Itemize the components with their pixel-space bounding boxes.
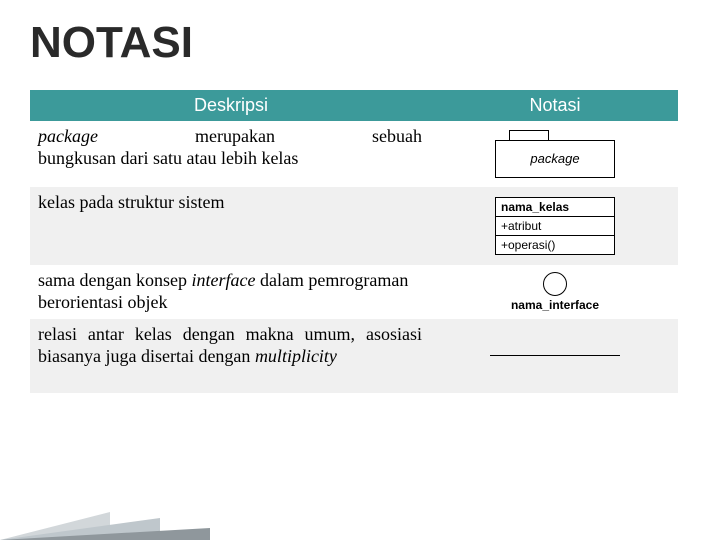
- class-attribute: +atribut: [496, 217, 614, 236]
- package-tab-icon: [509, 130, 549, 140]
- interface-diagram: nama_interface: [511, 272, 599, 312]
- word-package: package: [38, 125, 98, 148]
- page-title: NOTASI: [0, 0, 720, 68]
- desc-package: package merupakan sebuah bungkusan dari …: [30, 121, 432, 187]
- table-header-row: Deskripsi Notasi: [30, 90, 678, 121]
- table-row: relasi antar kelas dengan makna umum, as…: [30, 319, 678, 393]
- table-row: kelas pada struktur sistem nama_kelas +a…: [30, 187, 678, 265]
- interface-label: nama_interface: [511, 298, 599, 312]
- notation-class: nama_kelas +atribut +operasi(): [432, 187, 678, 265]
- desc-italic: multiplicity: [255, 346, 337, 366]
- desc-text: sama dengan konsep: [38, 270, 191, 290]
- word: sebuah: [372, 125, 422, 148]
- notation-table: Deskripsi Notasi package merupakan sebua…: [30, 90, 678, 393]
- notation-package: package: [432, 121, 678, 187]
- class-diagram: nama_kelas +atribut +operasi(): [495, 197, 615, 255]
- desc-association: relasi antar kelas dengan makna umum, as…: [30, 319, 432, 393]
- class-name: nama_kelas: [496, 198, 614, 217]
- notation-interface: nama_interface: [432, 265, 678, 319]
- desc-line: bungkusan dari satu atau lebih kelas: [38, 147, 422, 170]
- header-deskripsi: Deskripsi: [30, 90, 432, 121]
- desc-kelas: kelas pada struktur sistem: [30, 187, 432, 265]
- desc-italic: interface: [191, 270, 255, 290]
- header-notasi: Notasi: [432, 90, 678, 121]
- package-diagram: package: [495, 130, 615, 178]
- table-row: sama dengan konsep interface dalam pemro…: [30, 265, 678, 319]
- package-body: package: [495, 140, 615, 178]
- word: merupakan: [195, 125, 275, 148]
- table-row: package merupakan sebuah bungkusan dari …: [30, 121, 678, 187]
- association-line-icon: [490, 355, 620, 356]
- decoration-triangle-icon: [0, 528, 210, 540]
- class-operation: +operasi(): [496, 236, 614, 254]
- desc-interface: sama dengan konsep interface dalam pemro…: [30, 265, 432, 319]
- desc-text: relasi antar kelas dengan makna umum, as…: [38, 324, 422, 367]
- notation-association: [432, 319, 678, 393]
- interface-circle-icon: [543, 272, 567, 296]
